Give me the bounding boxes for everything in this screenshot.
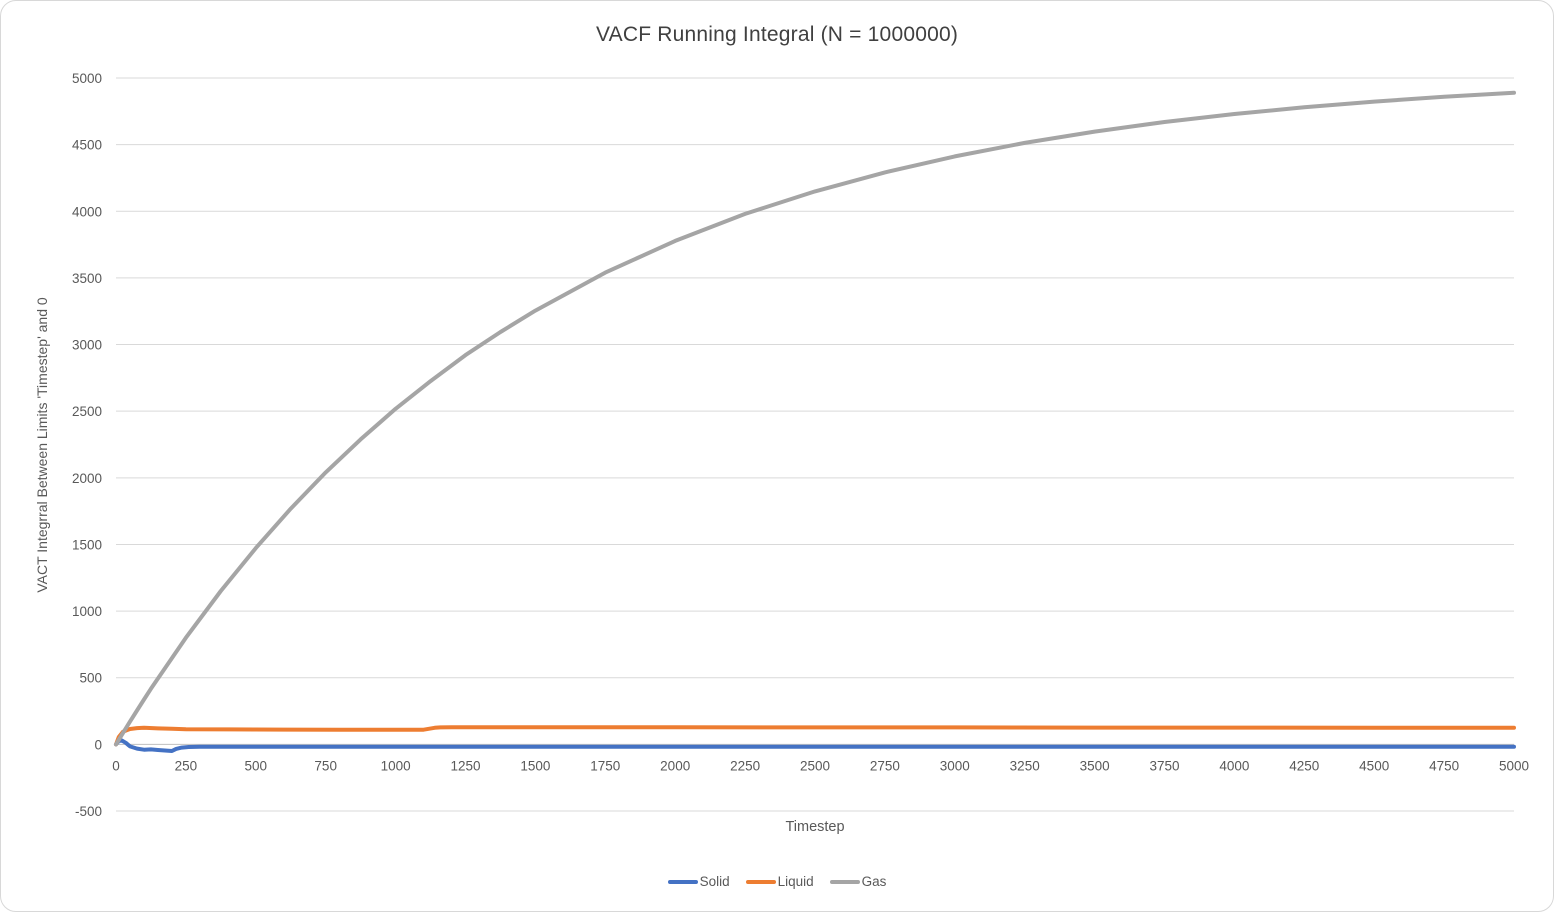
legend-item-liquid: Liquid bbox=[745, 874, 814, 889]
legend-label-solid: Solid bbox=[699, 874, 730, 889]
y-tick-label: 5000 bbox=[72, 71, 102, 86]
x-axis-title: Timestep bbox=[785, 819, 845, 835]
y-tick-label: 4000 bbox=[72, 204, 102, 219]
y-tick-label: 1500 bbox=[72, 537, 102, 552]
x-tick-label: 1000 bbox=[381, 758, 411, 773]
x-tick-label: 0 bbox=[112, 758, 120, 773]
y-tick-labels: -500 0 500 1000 1500 2000 2500 3000 3500 4000 4500… bbox=[72, 71, 102, 819]
x-tick-label: 4500 bbox=[1359, 758, 1389, 773]
x-tick-labels: 0 250 500 750 1000 1250 1500 1750 2000 2250 2500 27… bbox=[112, 758, 1529, 773]
y-tick-label: 500 bbox=[79, 671, 102, 686]
series-line-liquid bbox=[114, 725, 1516, 747]
x-tick-label: 4250 bbox=[1289, 758, 1319, 773]
x-tick-label: 3500 bbox=[1080, 758, 1110, 773]
y-tick-label: 0 bbox=[94, 737, 102, 752]
series-line-gas bbox=[114, 90, 1516, 747]
x-tick-label: 2000 bbox=[660, 758, 690, 773]
legend-label-liquid: Liquid bbox=[777, 874, 814, 889]
legend-label-gas: Gas bbox=[861, 874, 887, 889]
series-line-solid bbox=[114, 738, 1516, 753]
x-tick-label: 4750 bbox=[1429, 758, 1459, 773]
x-tick-label: 3250 bbox=[1010, 758, 1040, 773]
x-tick-label: 500 bbox=[245, 758, 268, 773]
y-tick-label: 3000 bbox=[72, 338, 102, 353]
chart-title: VACF Running Integral (N = 1000000) bbox=[595, 23, 959, 46]
y-tick-label: -500 bbox=[75, 804, 102, 819]
legend-swatch-gas bbox=[829, 879, 860, 884]
x-tick-label: 1250 bbox=[450, 758, 480, 773]
x-tick-label: 2500 bbox=[800, 758, 830, 773]
x-tick-label: 750 bbox=[314, 758, 337, 773]
y-tick-label: 4500 bbox=[72, 138, 102, 153]
legend-swatch-solid bbox=[667, 879, 698, 884]
y-tick-label: 3500 bbox=[72, 271, 102, 286]
x-tick-label: 3000 bbox=[940, 758, 970, 773]
y-tick-label: 2500 bbox=[72, 404, 102, 419]
x-tick-label: 2250 bbox=[730, 758, 760, 773]
legend-item-solid: Solid bbox=[667, 874, 730, 889]
x-tick-label: 250 bbox=[175, 758, 198, 773]
legend-item-gas: Gas bbox=[829, 874, 887, 889]
x-tick-label: 5000 bbox=[1499, 758, 1529, 773]
gridlines bbox=[116, 77, 1514, 812]
x-tick-label: 4000 bbox=[1219, 758, 1249, 773]
y-tick-label: 2000 bbox=[72, 471, 102, 486]
y-tick-label: 1000 bbox=[72, 604, 102, 619]
x-tick-label: 2750 bbox=[870, 758, 900, 773]
legend-swatch-liquid bbox=[745, 879, 776, 884]
legend: Solid Liquid Gas bbox=[1, 874, 1553, 889]
x-tick-label: 3750 bbox=[1149, 758, 1179, 773]
x-tick-label: 1750 bbox=[590, 758, 620, 773]
x-tick-label: 1500 bbox=[520, 758, 550, 773]
